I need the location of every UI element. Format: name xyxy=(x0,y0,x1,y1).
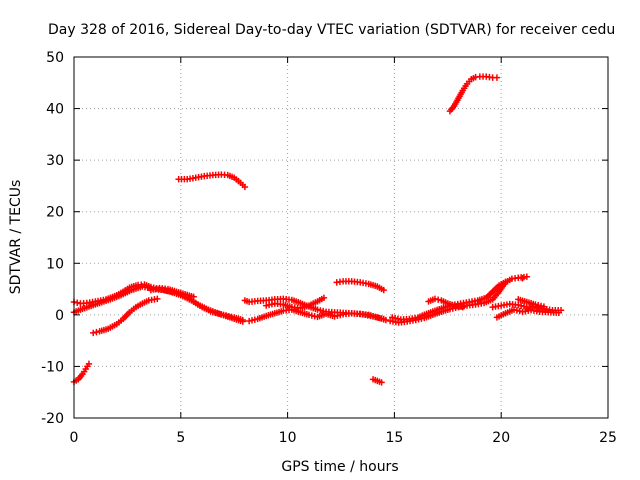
x-tick-label: 15 xyxy=(385,430,403,446)
data-point xyxy=(85,360,93,368)
series-arc-15 xyxy=(446,73,501,115)
x-tick-label: 0 xyxy=(70,430,79,446)
y-tick-label: 40 xyxy=(46,102,64,118)
x-tick-label: 25 xyxy=(599,430,617,446)
x-tick-label: 10 xyxy=(279,430,297,446)
data-layer xyxy=(70,73,565,386)
series-arc-8 xyxy=(245,306,387,325)
y-tick-label: -20 xyxy=(41,411,64,427)
y-tick-label: 30 xyxy=(46,153,64,169)
y-tick-label: 20 xyxy=(46,205,64,221)
data-point xyxy=(502,278,509,286)
y-tick-label: 10 xyxy=(46,256,64,272)
y-tick-label: 0 xyxy=(55,308,64,324)
data-point xyxy=(154,295,161,303)
data-point xyxy=(493,74,501,81)
axis-layer: 0 5 10 15 20 25 -20 -10 0 10 20 30 40 50 xyxy=(41,50,617,446)
series-arc-11 xyxy=(369,376,385,386)
x-tick-label: 20 xyxy=(492,430,510,446)
series-arc-4 xyxy=(90,295,161,337)
data-point xyxy=(540,303,548,310)
grid-layer xyxy=(74,57,608,418)
series-arc-5 xyxy=(147,284,197,301)
x-tick-label: 5 xyxy=(176,430,185,446)
data-point xyxy=(523,273,531,280)
data-point xyxy=(241,183,249,191)
data-point-trace xyxy=(434,296,442,303)
series-arc-17 xyxy=(493,306,563,321)
series-arc-9 xyxy=(263,294,328,312)
series-arc-3 xyxy=(70,283,246,325)
data-point xyxy=(380,315,387,323)
data-point-trace xyxy=(93,328,100,336)
data-point xyxy=(378,379,385,386)
data-point xyxy=(90,329,97,337)
y-axis-label: SDTVAR / TECUs xyxy=(8,180,24,295)
x-axis-label: GPS time / hours xyxy=(281,459,398,475)
series-arc-14 xyxy=(425,295,466,311)
data-point xyxy=(320,294,328,302)
y-tick-label: -10 xyxy=(41,359,64,375)
data-point xyxy=(190,293,197,301)
series-arc-6 xyxy=(175,171,249,191)
data-point xyxy=(380,286,387,294)
series-arc-10 xyxy=(333,278,387,294)
plot-frame xyxy=(73,56,609,419)
y-tick-label: 50 xyxy=(46,50,64,66)
series-arc-19 xyxy=(515,273,531,281)
data-point xyxy=(239,318,246,325)
series-arc-18 xyxy=(515,296,548,310)
data-point xyxy=(555,309,563,316)
chart-title: Day 328 of 2016, Sidereal Day-to-day VTE… xyxy=(48,22,615,38)
data-point-trace xyxy=(74,299,81,306)
data-point xyxy=(431,295,439,303)
data-point xyxy=(459,303,466,311)
